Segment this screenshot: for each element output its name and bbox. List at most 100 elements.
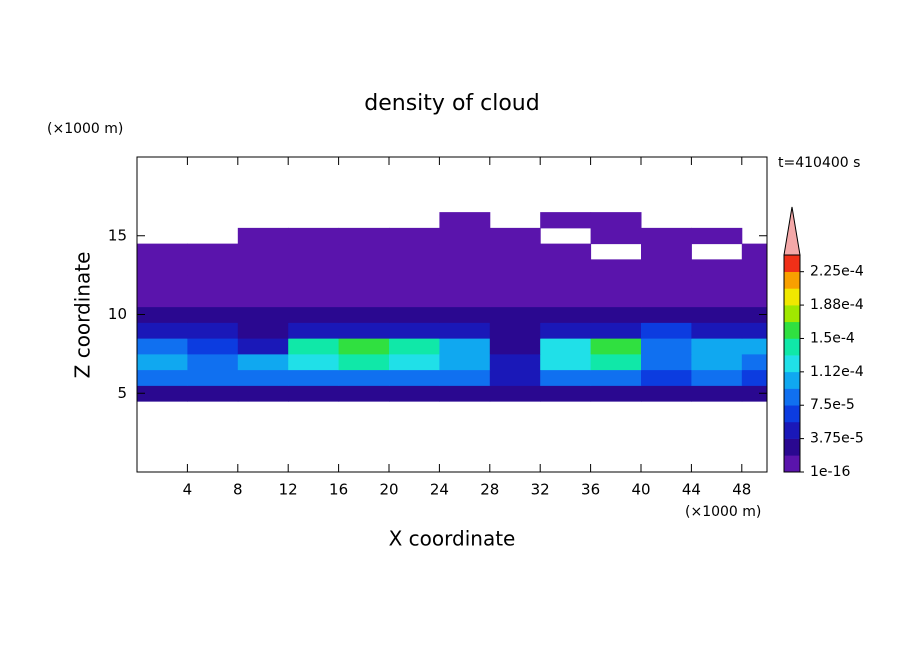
x-tick-label: 8 (233, 481, 243, 499)
field-cell (691, 290, 743, 308)
field-cell (288, 353, 340, 371)
field-cell (540, 212, 592, 229)
field-cell (741, 290, 767, 308)
field-cell (187, 353, 239, 371)
field-cell (540, 385, 592, 402)
field-cell (338, 243, 390, 260)
field-cell (338, 290, 390, 308)
field-cell (288, 227, 340, 245)
field-cell (540, 259, 592, 276)
field-cell (691, 275, 743, 292)
field-cell (641, 275, 692, 292)
colorbar-tick-label: 1.12e-4 (810, 364, 864, 380)
field-cell (439, 369, 491, 386)
field-cell (540, 353, 592, 371)
field-cell (641, 306, 692, 323)
field-cell (187, 385, 239, 402)
field-cell (741, 338, 767, 355)
chart-title: density of cloud (364, 91, 539, 116)
field-cell (338, 306, 390, 323)
y-tick-label: 10 (108, 305, 127, 323)
field-cell (641, 338, 692, 355)
colorbar-band (784, 271, 800, 289)
field-cell (187, 338, 239, 355)
field-cell (187, 306, 239, 323)
field-cell (641, 353, 692, 371)
field-cell (439, 275, 491, 292)
field-cell (237, 243, 289, 260)
field-cell (489, 227, 541, 245)
field-cell (237, 369, 289, 386)
field-cell (489, 353, 541, 371)
colorbar-band (784, 255, 800, 272)
field-cell (389, 227, 440, 245)
field-cell (540, 338, 592, 355)
field-cell (137, 353, 188, 371)
field-cell (439, 322, 491, 339)
field-cell (137, 259, 188, 276)
field-cell (338, 227, 390, 245)
field-cell (741, 306, 767, 323)
colorbar-band (784, 371, 800, 389)
field-cell (439, 385, 491, 402)
field-cell (590, 338, 642, 355)
field-cell (590, 227, 642, 245)
x-tick-label: 4 (183, 481, 193, 499)
colorbar-band (784, 288, 800, 306)
field-cell (288, 338, 340, 355)
field-cell (489, 259, 541, 276)
y-tick-label: 5 (117, 384, 127, 402)
field-cell (741, 369, 767, 386)
field-cell (187, 369, 239, 386)
field-cell (641, 259, 692, 276)
field-cell (590, 306, 642, 323)
field-cell (691, 338, 743, 355)
field-cell (439, 290, 491, 308)
field-cell (489, 385, 541, 402)
colorbar-band (784, 455, 800, 473)
colorbar-band (784, 305, 800, 323)
field-cell (288, 290, 340, 308)
time-label: t=410400 s (778, 155, 860, 171)
field-cell (237, 322, 289, 339)
field-cell (590, 275, 642, 292)
field-cell (288, 259, 340, 276)
field-cell (691, 322, 743, 339)
field-cell (237, 259, 289, 276)
x-tick-label: 36 (581, 481, 600, 499)
x-tick-label: 16 (329, 481, 348, 499)
colorbar-frame (783, 254, 801, 473)
field-cell (439, 306, 491, 323)
field-cell (741, 243, 767, 260)
field (137, 212, 767, 402)
field-cell (691, 385, 743, 402)
field-cell (389, 338, 440, 355)
field-cell (741, 259, 767, 276)
field-cell (187, 290, 239, 308)
field-cell (237, 306, 289, 323)
field-cell (540, 369, 592, 386)
field-cell (741, 353, 767, 371)
field-cell (590, 259, 642, 276)
field-cell (641, 290, 692, 308)
field-cell (590, 353, 642, 371)
field-cell (137, 338, 188, 355)
field-cell (237, 227, 289, 245)
colorbar-band (784, 388, 800, 406)
colorbar-tick-label: 1e-16 (810, 464, 850, 480)
field-cell (540, 322, 592, 339)
field-cell (641, 322, 692, 339)
colorbar-tick-label: 2.25e-4 (810, 264, 864, 280)
field-cell (489, 306, 541, 323)
x-axis-label: X coordinate (389, 527, 516, 551)
field-cell (187, 275, 239, 292)
field-cell (187, 259, 239, 276)
colorbar-tick-label: 3.75e-5 (810, 431, 864, 447)
colorbar-tick-label: 1.5e-4 (810, 330, 855, 346)
field-cell (590, 369, 642, 386)
field-cell (338, 322, 390, 339)
field-cell (489, 290, 541, 308)
field-cell (439, 338, 491, 355)
field-cell (641, 243, 692, 260)
field-cell (741, 322, 767, 339)
